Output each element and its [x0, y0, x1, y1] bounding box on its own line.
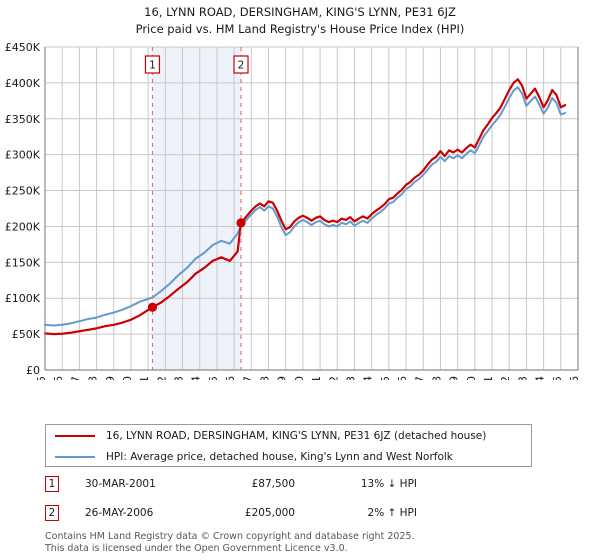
x-axis-tick-label: 1996: [52, 376, 65, 380]
y-axis-tick-label: £400K: [5, 77, 41, 90]
y-axis-tick-label: £50K: [12, 328, 41, 341]
x-axis-tick-label: 1997: [69, 376, 82, 380]
chart-plot-area: £0 £50K £100K £150K £200K £250K £300K £350K £400…: [0, 40, 600, 380]
y-axis-tick-label: £200K: [5, 220, 41, 233]
legend-swatch-price-paid: [55, 434, 95, 437]
sale-hpi-delta: 2% ↑ HPI: [367, 507, 417, 519]
legend-item-hpi: HPI: Average price, detached house, King…: [46, 446, 531, 467]
chart-title-line-1: 16, LYNN ROAD, DERSINGHAM, KING'S LYNN, …: [144, 5, 456, 19]
series-line-price-paid: [43, 78, 567, 336]
sale-marker-badge: 1: [45, 476, 59, 492]
sale-date: 26-MAY-2006: [85, 507, 154, 519]
x-axis-tick-label: 1998: [87, 376, 100, 380]
x-axis-tick-label: 1995: [35, 376, 48, 380]
x-axis-tick-label: 2002: [155, 376, 168, 380]
x-axis-tick-label: 2025: [551, 376, 564, 380]
x-axis-tick-label: 2018: [430, 376, 443, 380]
x-axis-tick-label: 2015: [379, 376, 392, 380]
x-axis-tick-label: 2017: [413, 376, 426, 380]
x-axis-tick-label: 2012: [327, 376, 340, 380]
x-axis-tick-label: 2026: [568, 376, 581, 380]
sale-marker-badge-box: [144, 55, 161, 74]
legend-item-price-paid: 16, LYNN ROAD, DERSINGHAM, KING'S LYNN, …: [46, 425, 531, 446]
x-axis-tick-label: 2016: [396, 376, 409, 380]
x-axis-tick-label: 2024: [534, 376, 547, 380]
y-axis-tick-label: £300K: [5, 149, 41, 162]
chart-legend: 16, LYNN ROAD, DERSINGHAM, KING'S LYNN, …: [45, 424, 532, 467]
x-axis-tick-label: 2008: [259, 376, 272, 380]
y-axis-tick-label: £100K: [5, 292, 41, 305]
sale-price: £87,500: [251, 478, 295, 490]
price-chart-svg: £0 £50K £100K £150K £200K £250K £300K £350K £400…: [5, 41, 581, 380]
x-axis-tick-label: 2009: [276, 376, 289, 380]
y-axis-tick-label: £450K: [5, 41, 41, 54]
x-axis-tick-label: 2023: [516, 376, 529, 380]
y-axis-tick-label: £0: [26, 364, 40, 377]
x-axis-tick-label: 2006: [224, 376, 237, 380]
x-axis-tick-label: 2000: [121, 376, 134, 380]
x-axis-tick-label: 2021: [482, 376, 495, 380]
attribution-footer: Contains HM Land Registry data © Crown c…: [45, 531, 585, 554]
x-axis-tick-label: 2020: [465, 376, 478, 380]
x-axis-tick-label: 2014: [362, 376, 375, 380]
x-axis-tick-label: 2019: [448, 376, 461, 380]
x-axis-tick-label: 2022: [499, 376, 512, 380]
chart-title-line-2: Price paid vs. HM Land Registry's House …: [135, 22, 465, 36]
x-axis-tick-label: 2004: [190, 376, 203, 380]
x-axis-tick-label: 2005: [207, 376, 220, 380]
legend-swatch-hpi: [55, 455, 95, 458]
sale-marker-dot: [236, 218, 246, 228]
x-axis-tick-label: 2001: [138, 376, 151, 380]
sale-period-shading: [152, 47, 242, 370]
x-axis-tick-label: 2003: [173, 376, 186, 380]
attribution-line-2: This data is licensed under the Open Gov…: [45, 542, 348, 554]
sale-marker-badge-label: 2: [238, 60, 245, 72]
attribution-line-1: Contains HM Land Registry data © Crown c…: [45, 531, 415, 542]
sale-price: £205,000: [244, 507, 295, 519]
x-axis-tick-label: 2010: [293, 376, 306, 380]
sale-record-row: 2 26-MAY-2006 £205,000 2% ↑ HPI: [45, 505, 545, 527]
sale-marker-badge-box: [233, 55, 249, 74]
sale-marker-badge-label: 1: [149, 60, 156, 72]
y-axis-tick-label: £150K: [5, 256, 41, 269]
y-axis-tick-label: £250K: [5, 185, 41, 198]
sale-record-row: 1 30-MAR-2001 £87,500 13% ↓ HPI: [45, 476, 545, 498]
y-axis-tick-label: £350K: [5, 113, 41, 126]
chart-title: 16, LYNN ROAD, DERSINGHAM, KING'S LYNN, …: [0, 4, 600, 38]
sale-marker-badge: 2: [45, 505, 59, 521]
legend-label-hpi: HPI: Average price, detached house, King…: [106, 450, 453, 463]
sale-date: 30-MAR-2001: [85, 478, 156, 490]
x-axis-tick-label: 2007: [241, 376, 254, 380]
x-axis-tick-label: 2013: [344, 376, 357, 380]
x-axis-tick-label: 2011: [310, 376, 323, 380]
x-axis-tick-label: 1999: [104, 376, 117, 380]
sale-marker-dot: [147, 302, 158, 312]
sale-hpi-delta: 13% ↓ HPI: [360, 478, 417, 490]
series-line-hpi: [44, 86, 567, 327]
legend-label-price-paid: 16, LYNN ROAD, DERSINGHAM, KING'S LYNN, …: [106, 429, 487, 442]
